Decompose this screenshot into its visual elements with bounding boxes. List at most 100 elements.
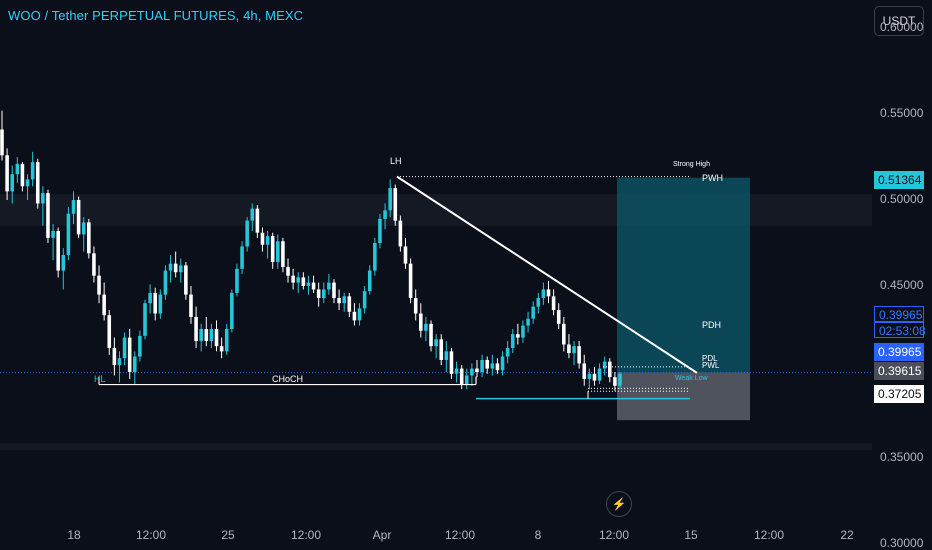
candle — [342, 292, 346, 312]
candle — [219, 337, 224, 359]
candle-body — [235, 268, 239, 293]
candle — [230, 289, 234, 333]
candle-body — [87, 222, 91, 254]
candle — [546, 280, 551, 304]
candle — [148, 284, 152, 314]
time-axis-tick: Apr — [372, 528, 392, 542]
candle-body — [97, 275, 101, 295]
candle — [56, 227, 60, 278]
candle — [122, 332, 127, 366]
target-zone — [617, 177, 750, 373]
candle-body — [464, 375, 469, 385]
candle — [500, 351, 505, 376]
candle — [107, 310, 112, 355]
candle — [138, 330, 142, 362]
candle-body — [378, 218, 382, 244]
candle-body — [393, 187, 398, 221]
price-tag: 0.39965 — [874, 343, 924, 361]
candle — [143, 299, 147, 340]
time-axis-tick: 15 — [684, 528, 698, 542]
lightning-icon[interactable]: ⚡ — [606, 491, 632, 517]
candle — [46, 189, 50, 244]
candle-body — [332, 282, 336, 299]
candle-body — [143, 303, 147, 336]
candle — [464, 368, 469, 390]
candle-body — [168, 263, 173, 271]
candle — [562, 316, 566, 352]
candle — [153, 287, 158, 321]
candle — [413, 289, 418, 321]
candle — [204, 316, 209, 347]
price-axis-tick: 0.35000 — [880, 449, 924, 464]
candle-body — [71, 200, 76, 214]
candle-body — [321, 289, 326, 299]
candle-body — [265, 236, 270, 245]
candle — [597, 363, 602, 385]
candle-body — [347, 296, 352, 312]
candle — [449, 347, 454, 379]
candle-body — [107, 315, 112, 348]
candle — [301, 272, 306, 290]
candle-body — [173, 263, 178, 273]
candle — [613, 371, 617, 391]
time-axis-tick: 12:00 — [135, 528, 167, 542]
candle — [250, 203, 255, 231]
candle — [265, 230, 270, 259]
candle-body — [434, 339, 438, 347]
candle — [602, 356, 607, 376]
candle-body — [613, 377, 617, 386]
candle-body — [424, 323, 428, 331]
candle — [81, 217, 86, 252]
candle — [117, 351, 122, 383]
candle — [10, 165, 15, 204]
candle — [572, 341, 576, 366]
candle-body — [127, 337, 132, 372]
candle — [270, 232, 275, 269]
chart-title: WOO / Tether PERPETUAL FUTURES, 4h, MEXC — [8, 8, 304, 23]
time-axis-tick: 8 — [534, 528, 542, 542]
candles-layer — [0, 110, 622, 391]
label-pwl: PWL — [702, 361, 720, 370]
candle — [41, 186, 45, 226]
time-axis-tick: 18 — [67, 528, 81, 542]
candle — [536, 292, 541, 314]
candle-body — [281, 241, 285, 268]
candle-body — [189, 294, 193, 317]
candle-body — [102, 294, 106, 316]
candle-body — [30, 162, 35, 180]
candle — [490, 354, 495, 376]
candle-body — [362, 291, 367, 309]
candle-body — [577, 346, 581, 364]
candle-body — [449, 351, 454, 374]
price-tag: 0.37205 — [874, 385, 924, 403]
label-choch: CHoCH — [272, 374, 304, 384]
candle — [332, 279, 336, 304]
candle-body — [551, 296, 556, 311]
candle — [587, 368, 592, 390]
candle — [337, 289, 341, 311]
candle — [444, 341, 449, 372]
price-axis-tick: 0.55000 — [880, 106, 924, 121]
currency-button[interactable]: USDT — [874, 6, 924, 36]
candle — [362, 286, 367, 314]
time-axis-tick: 12:00 — [753, 528, 785, 542]
candle — [357, 303, 362, 326]
candle-body — [459, 368, 464, 385]
candle-body — [158, 294, 163, 314]
candle-body — [296, 277, 301, 283]
candle — [424, 316, 428, 342]
candle — [510, 329, 515, 354]
candle — [214, 320, 219, 352]
candle — [521, 320, 525, 343]
candle — [76, 196, 81, 238]
candle-body — [301, 277, 306, 287]
candle-body — [367, 270, 372, 292]
candle-body — [592, 373, 597, 381]
candle-body — [510, 334, 515, 348]
candle-body — [122, 337, 127, 359]
label-pwh: PWH — [702, 173, 723, 183]
candle-body — [597, 368, 602, 381]
candle-body — [587, 373, 592, 379]
